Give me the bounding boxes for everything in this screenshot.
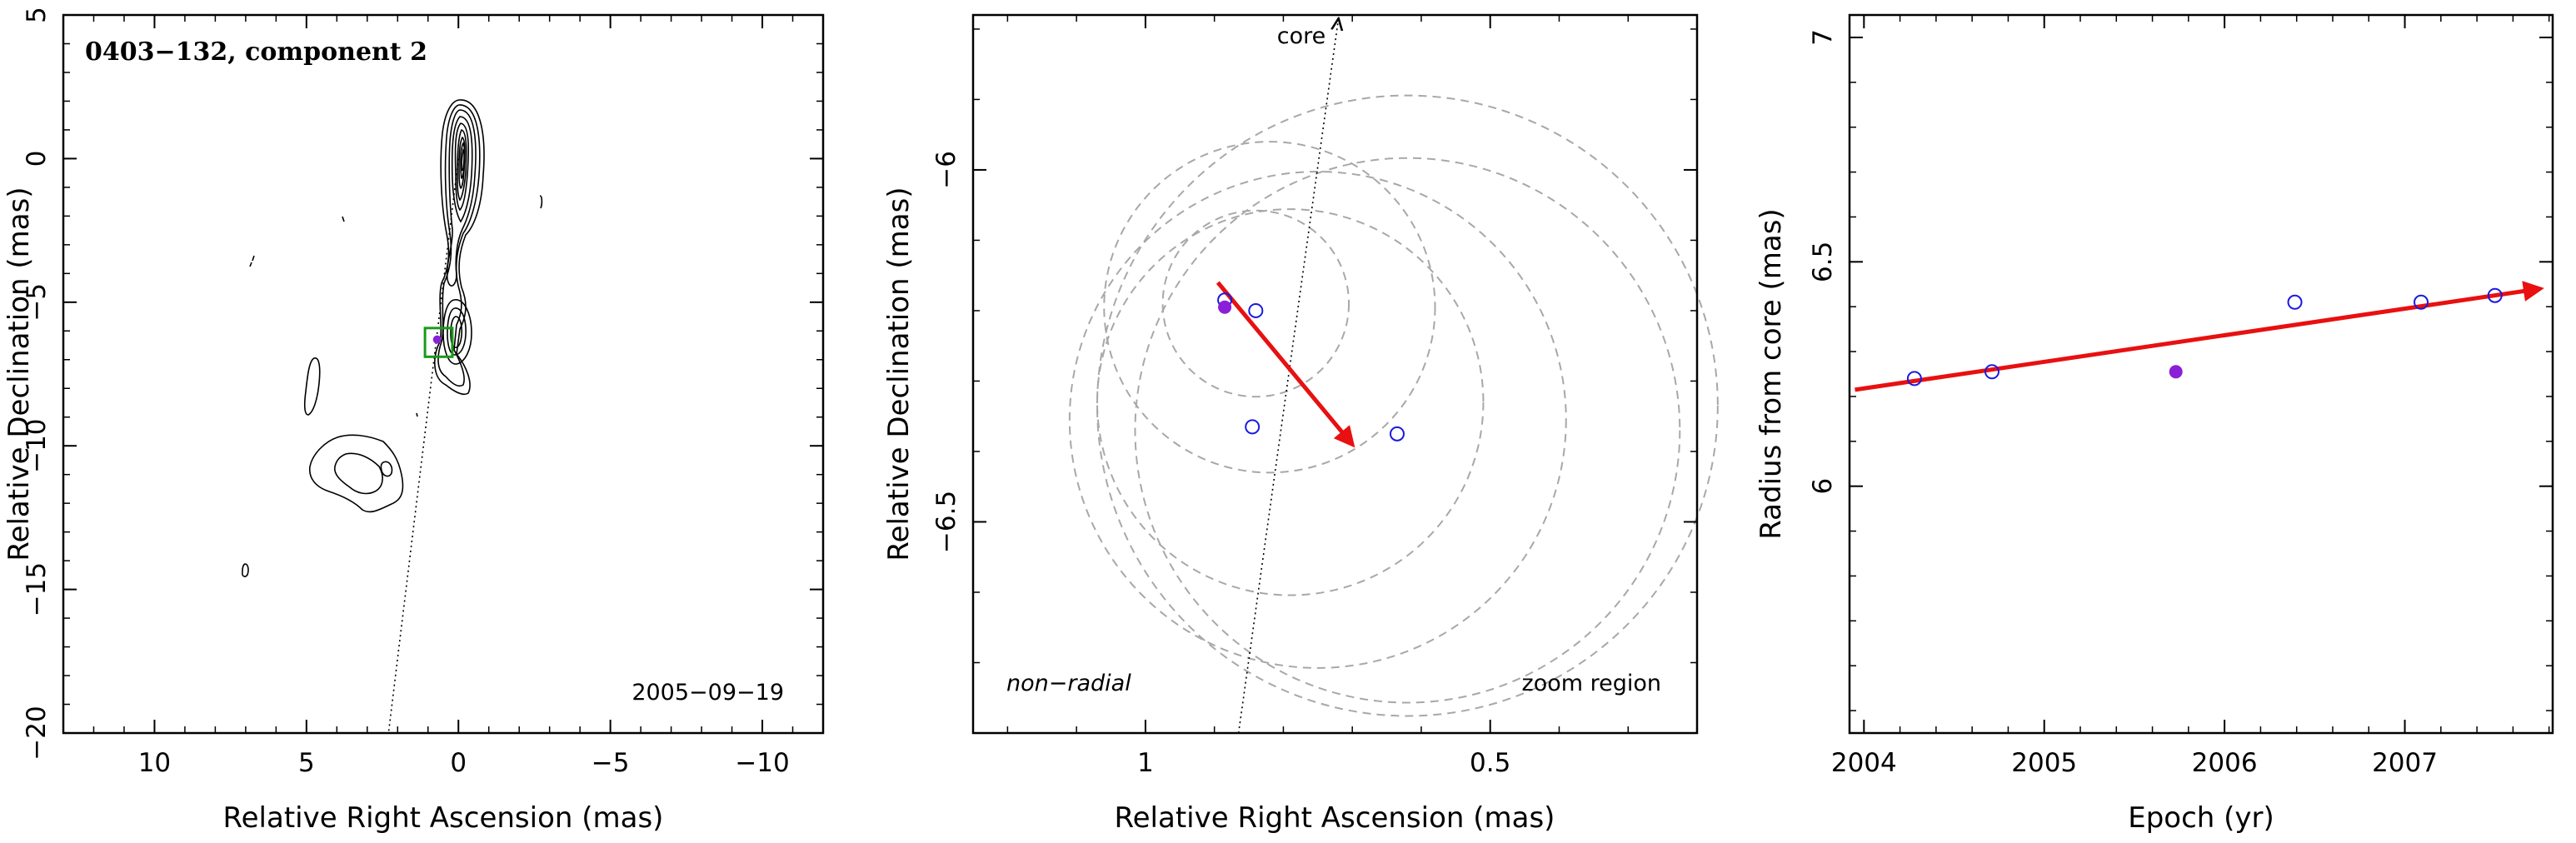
x-tick-label: −10 — [735, 748, 789, 778]
y-tick-label: −6.5 — [931, 491, 961, 553]
y-tick-label: −5 — [22, 283, 52, 322]
y-tick-label: 5 — [22, 7, 52, 23]
y-tick-label: −20 — [22, 706, 52, 760]
error-circle — [1134, 157, 1681, 704]
x-axis-ticks: 1 0.5 — [1006, 15, 1698, 778]
core-direction-line — [1237, 18, 1339, 734]
core-label: core — [1277, 23, 1325, 49]
x-tick-label: 0 — [450, 748, 467, 778]
chart-title: 0403−132, component 2 — [85, 37, 427, 67]
y-tick-label: −15 — [22, 562, 52, 616]
zoom-region-label: zoom region — [1522, 671, 1661, 696]
open-point — [1389, 426, 1405, 441]
position-points — [1217, 292, 1405, 441]
x-axis-ticks: 10 5 0 −5 −10 — [62, 15, 824, 778]
y-axis-ticks: 66.57 — [1808, 29, 2553, 711]
x-tick-label: −5 — [592, 748, 630, 778]
error-circle — [1161, 209, 1350, 398]
x-tick-label: 0.5 — [1470, 748, 1510, 778]
radius-points — [1906, 287, 2503, 387]
x-tick-label: 10 — [138, 748, 171, 778]
y-axis-label: Relative Declination (mas) — [882, 187, 916, 561]
radio-contours — [242, 99, 543, 577]
y-tick-label: 6 — [1808, 478, 1838, 495]
x-tick-label: 2006 — [2192, 748, 2258, 778]
y-tick-label: 7 — [1808, 29, 1838, 46]
y-tick-label: −6 — [931, 151, 961, 189]
panel-contour-map: 10 5 0 −5 −10 5 0 −5 −10 −15 −20 0403−132, compon… — [2, 7, 825, 835]
panel-zoom-region: 1 0.5 −6−6.5 core non−radial zoom region … — [882, 13, 1719, 835]
error-circle — [1103, 141, 1436, 474]
error-circle — [1068, 170, 1567, 669]
motion-vector — [1216, 281, 1355, 448]
x-tick-label: 2005 — [2011, 748, 2077, 778]
open-point — [2414, 294, 2429, 310]
error-circles — [1068, 94, 1719, 717]
open-point — [1248, 302, 1264, 318]
filled-point — [2169, 365, 2183, 379]
open-point — [2287, 294, 2303, 310]
plot-frame — [62, 13, 825, 735]
plot-frame — [1848, 13, 2554, 735]
plot-frame — [971, 13, 1699, 735]
y-axis-ticks: 5 0 −5 −10 −15 −20 — [22, 7, 823, 761]
y-axis-label: Radius from core (mas) — [1755, 208, 1788, 539]
open-point — [1984, 364, 1999, 380]
x-tick-label: 5 — [298, 748, 315, 778]
y-tick-label: 0 — [22, 151, 52, 167]
filled-point — [1218, 300, 1232, 314]
jet-direction-line — [387, 158, 460, 734]
trend-vector — [1855, 281, 2544, 392]
open-point — [1906, 371, 1922, 387]
open-point — [2487, 287, 2503, 303]
y-tick-label: −10 — [22, 418, 52, 472]
y-axis-ticks: −6 −6.5 — [931, 28, 1697, 734]
open-point — [1245, 419, 1261, 435]
x-axis-ticks: 2004 2005 2006 2007 — [1831, 15, 2550, 778]
non-radial-label: non−radial — [1006, 671, 1131, 696]
x-axis-label: Relative Right Ascension (mas) — [1115, 801, 1555, 835]
error-circle — [1096, 208, 1485, 596]
zoom-region-box — [423, 327, 454, 358]
panel-radius-vs-epoch: 2004 2005 2006 2007 66.57 Epoch (yr) Radius… — [1755, 13, 2554, 835]
y-tick-label: 6.5 — [1808, 242, 1838, 282]
x-axis-label: Relative Right Ascension (mas) — [223, 801, 664, 835]
x-tick-label: 2007 — [2372, 748, 2438, 778]
y-axis-label: Relative Declination (mas) — [2, 187, 36, 561]
x-tick-label: 2004 — [1831, 748, 1897, 778]
x-axis-label: Epoch (yr) — [2128, 801, 2274, 835]
component-marker — [432, 335, 442, 344]
x-tick-label: 1 — [1137, 748, 1154, 778]
error-circle — [1096, 94, 1719, 717]
date-label: 2005−09−19 — [632, 680, 784, 706]
